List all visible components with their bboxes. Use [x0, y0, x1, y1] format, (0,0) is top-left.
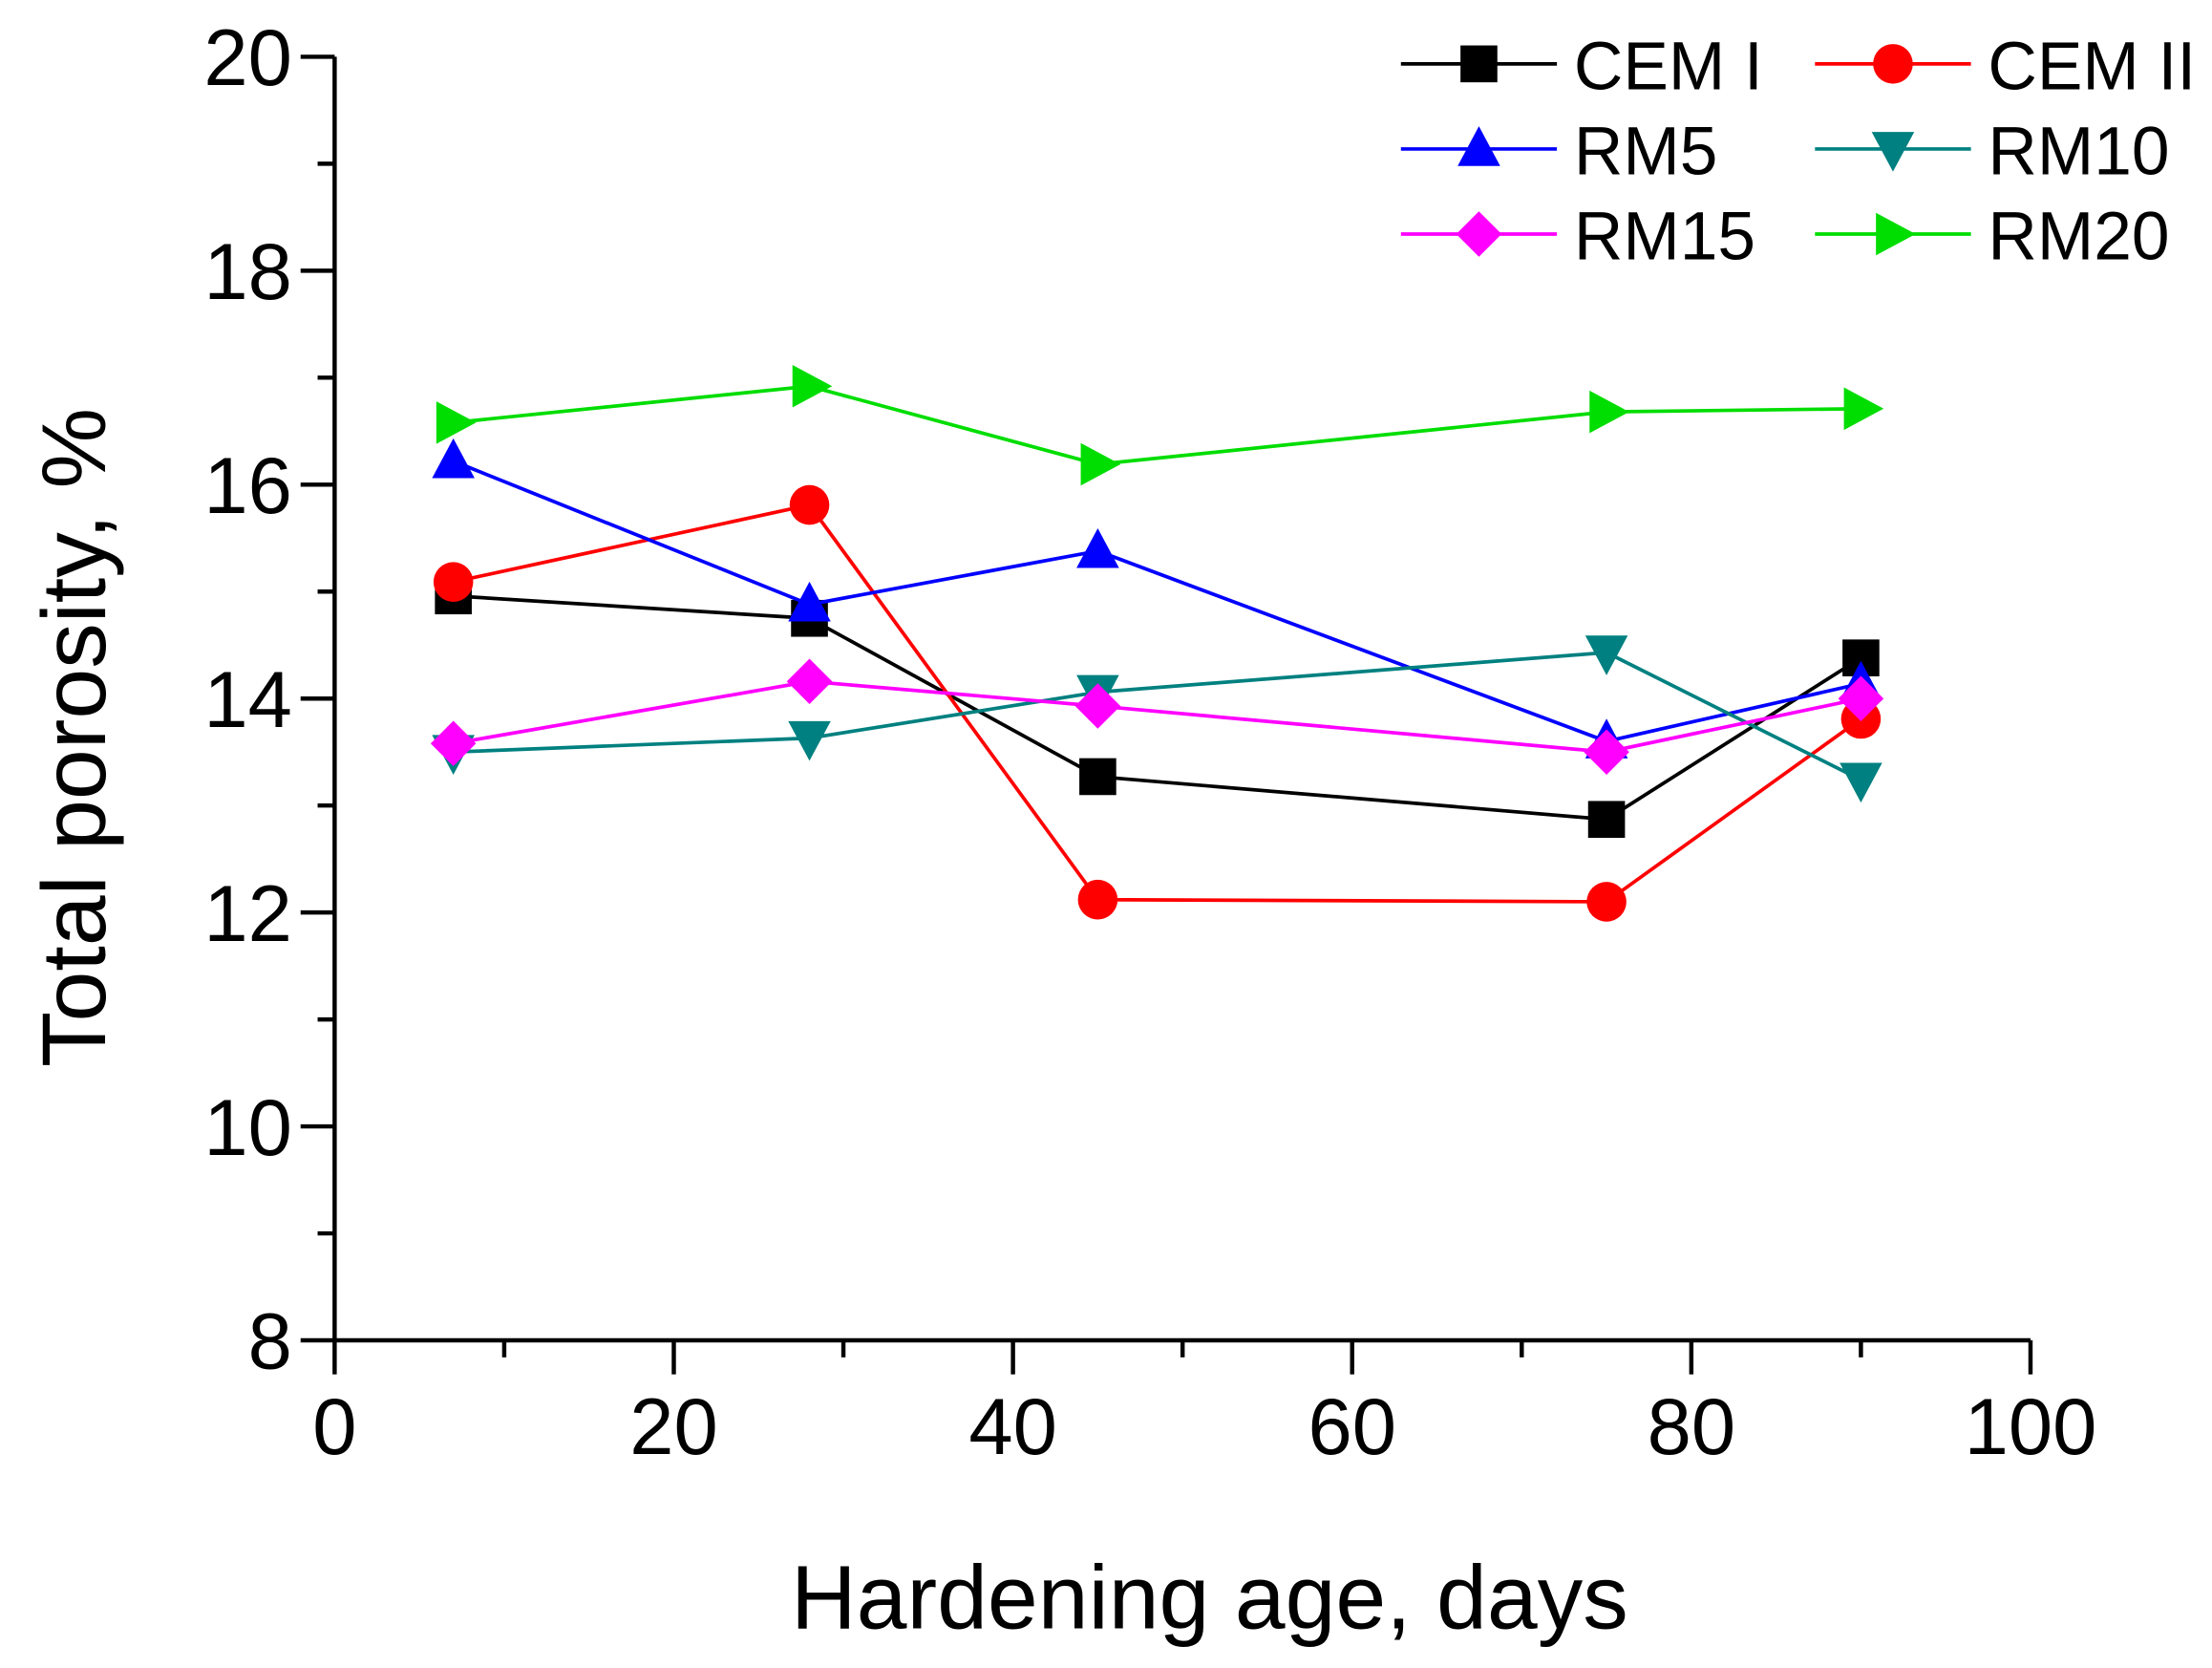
legend-item: RM5 [1400, 114, 1717, 190]
legend-marker [1460, 45, 1498, 83]
data-point [1586, 882, 1627, 922]
plot-area [430, 365, 1884, 922]
data-point [786, 658, 833, 705]
data-point [1589, 390, 1629, 434]
y-tick-label: 8 [248, 1297, 292, 1386]
x-tick-label: 20 [629, 1382, 717, 1471]
legend-item: RM20 [1815, 199, 2169, 275]
legend-marker [1456, 211, 1502, 257]
series-line [452, 459, 1861, 743]
y-tick-label: 20 [203, 13, 291, 102]
data-point [1840, 762, 1882, 803]
x-axis-label: Hardening age, days [791, 1547, 1628, 1648]
data-point [1077, 879, 1118, 920]
data-point [432, 438, 475, 479]
legend: CEM I CEM II RM5 RM10 RM15 RM20 [1400, 29, 2196, 275]
legend-item: RM10 [1815, 114, 2169, 190]
data-point [433, 562, 474, 602]
x-tick-label: 80 [1648, 1382, 1735, 1471]
legend-marker [1873, 44, 1913, 84]
legend-label: CEM I [1574, 29, 1763, 105]
data-point [1079, 758, 1117, 796]
series-rm10 [432, 635, 1882, 803]
y-tick-label: 16 [203, 441, 291, 530]
y-axis-label: Total porosity, % [24, 408, 125, 1067]
data-point [1587, 801, 1626, 839]
y-tick-label: 18 [203, 227, 291, 316]
data-point [1585, 635, 1628, 675]
data-point [1080, 442, 1121, 486]
x-tick-label: 0 [312, 1382, 356, 1471]
legend-item: CEM I [1400, 29, 1763, 105]
y-tick-label: 14 [203, 655, 291, 744]
series-line [453, 384, 1861, 466]
data-point [788, 720, 831, 761]
series-line [453, 651, 1862, 781]
series-rm20 [436, 365, 1884, 486]
legend-label: RM10 [1988, 114, 2169, 190]
data-point [792, 365, 833, 408]
data-point [788, 581, 831, 622]
legend-label: RM15 [1574, 199, 1755, 275]
x-tick-label: 60 [1308, 1382, 1395, 1471]
legend-marker [1871, 132, 1915, 172]
data-point [1843, 387, 1884, 431]
series-line [453, 503, 1862, 904]
legend-label: RM5 [1574, 114, 1717, 190]
legend-label: RM20 [1988, 199, 2169, 275]
legend-marker [1457, 126, 1500, 166]
x-tick-label: 100 [1965, 1382, 2097, 1471]
legend-item: RM15 [1400, 199, 1755, 275]
series-cem-ii [433, 484, 1882, 922]
y-tick-label: 12 [203, 869, 291, 958]
data-point [436, 401, 477, 444]
legend-item: CEM II [1815, 29, 2196, 105]
data-point [1584, 729, 1629, 775]
series-line [453, 679, 1861, 755]
data-point [1076, 527, 1119, 568]
legend-label: CEM II [1988, 29, 2196, 105]
data-point [430, 720, 477, 766]
series-rm15 [430, 658, 1884, 775]
y-tick-label: 10 [203, 1083, 291, 1172]
x-tick-label: 40 [968, 1382, 1056, 1471]
legend-marker [1876, 212, 1916, 256]
data-point [789, 484, 830, 525]
axes: 8 10 12 14 16 18 20 0 20 40 60 80 100 [203, 13, 2096, 1471]
